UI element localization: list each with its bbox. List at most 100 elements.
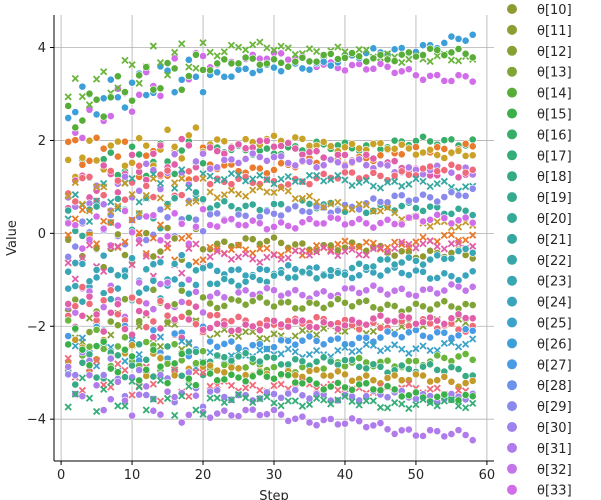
data-point (320, 396, 328, 404)
data-point (469, 231, 477, 239)
data-point-stroke (391, 177, 399, 185)
data-point-stroke (249, 255, 257, 263)
data-point-stroke (85, 217, 94, 226)
data-point (149, 317, 158, 326)
data-point (199, 410, 207, 418)
data-point-stroke (241, 177, 250, 185)
data-point (291, 240, 300, 249)
data-point (468, 142, 477, 151)
data-point (447, 272, 456, 281)
data-point-stroke (227, 255, 236, 263)
data-point-stroke (355, 251, 363, 259)
data-point-stroke (256, 334, 264, 342)
data-point (355, 205, 364, 214)
data-point (319, 416, 328, 424)
data-point (263, 335, 271, 343)
data-point-stroke (213, 52, 221, 60)
data-point (405, 240, 413, 248)
data-point (461, 372, 470, 380)
data-point-stroke (433, 52, 441, 60)
data-point (163, 224, 172, 232)
data-point (121, 295, 129, 304)
data-point-stroke (92, 356, 101, 365)
data-point (376, 419, 385, 427)
data-point (405, 380, 413, 388)
data-point (100, 68, 108, 76)
data-point-stroke (178, 392, 186, 400)
data-point-stroke (156, 376, 165, 385)
data-point-stroke (114, 84, 122, 92)
data-point-stroke (341, 247, 349, 256)
data-point-stroke (128, 190, 136, 199)
data-point (419, 267, 427, 276)
data-point (383, 300, 392, 309)
data-point (199, 325, 207, 334)
data-point (419, 190, 427, 199)
data-point (249, 255, 257, 263)
data-point (248, 405, 257, 414)
data-point-stroke (454, 402, 463, 410)
data-point (461, 236, 470, 244)
data-point-stroke (163, 320, 172, 328)
data-point (461, 49, 470, 58)
data-point-stroke (419, 233, 427, 241)
data-point (185, 244, 193, 253)
data-point (319, 371, 328, 380)
data-point (348, 348, 356, 356)
data-point-stroke (171, 365, 179, 374)
data-point (433, 316, 442, 325)
data-point (291, 378, 300, 387)
data-point (142, 212, 151, 221)
data-point (255, 219, 264, 228)
data-point (113, 221, 122, 230)
data-point (149, 252, 158, 261)
data-point (170, 194, 179, 203)
data-point (333, 367, 342, 376)
data-point-stroke (206, 172, 214, 180)
data-point-stroke (284, 397, 292, 405)
data-point (206, 394, 214, 402)
data-point (454, 34, 463, 43)
data-point (398, 182, 406, 190)
legend-label: θ[24] (537, 296, 572, 311)
data-point-stroke (426, 346, 434, 355)
data-point (341, 392, 349, 400)
data-point-stroke (327, 400, 335, 408)
data-point (426, 215, 435, 224)
data-point (454, 216, 463, 225)
data-point-stroke (114, 402, 122, 410)
data-point-stroke (398, 345, 406, 353)
data-point (99, 224, 108, 233)
data-point (433, 52, 441, 60)
data-point (305, 65, 314, 74)
x-tick-label: 30 (266, 468, 283, 483)
data-point (383, 374, 392, 382)
data-point (291, 340, 300, 349)
data-point-stroke (440, 231, 448, 240)
data-point (419, 233, 427, 241)
data-point-stroke (163, 240, 172, 248)
data-point (71, 275, 79, 283)
data-point (298, 336, 307, 345)
data-point (241, 135, 250, 144)
data-point (284, 205, 293, 214)
data-point (319, 364, 328, 373)
data-point (171, 411, 179, 420)
data-point (312, 357, 321, 366)
data-point (184, 55, 193, 64)
legend-marker (507, 129, 517, 140)
data-point-stroke (334, 251, 342, 260)
data-point (199, 408, 207, 417)
data-point (326, 266, 335, 275)
data-point-stroke (199, 174, 207, 182)
data-point (121, 402, 129, 410)
data-point (220, 353, 229, 362)
data-point-stroke (156, 194, 165, 202)
data-point (99, 371, 108, 379)
data-point (419, 217, 427, 226)
data-point (135, 366, 144, 374)
data-point (383, 62, 392, 71)
data-point (362, 46, 370, 54)
data-point-stroke (263, 335, 271, 343)
data-point-stroke (121, 56, 129, 65)
